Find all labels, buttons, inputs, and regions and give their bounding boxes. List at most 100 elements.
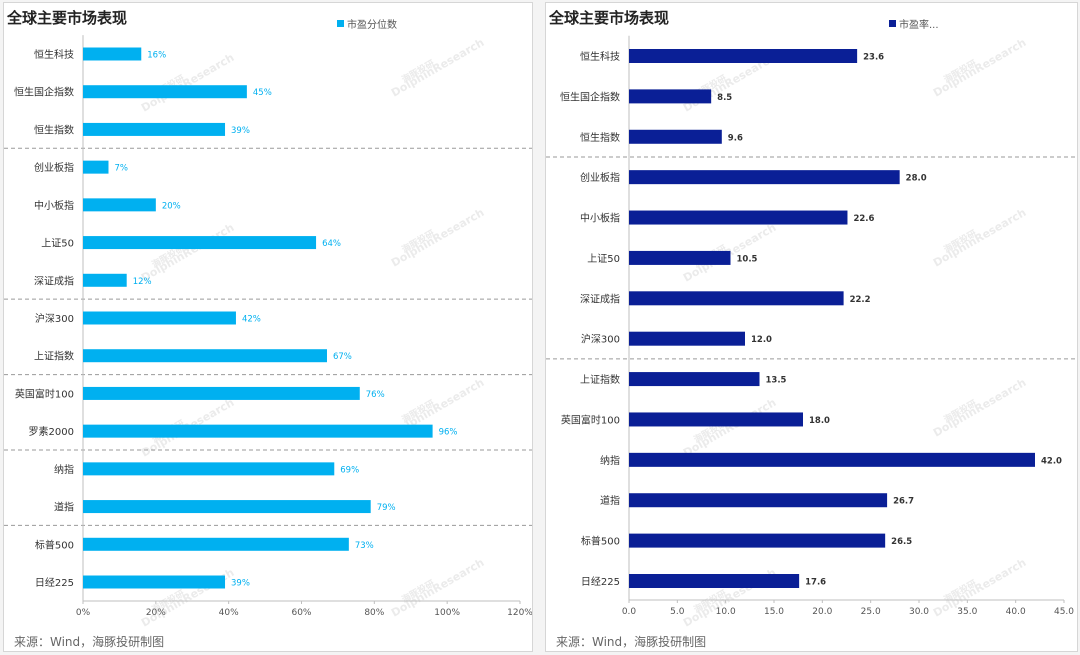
- bar: [629, 372, 760, 387]
- bar: [629, 331, 745, 346]
- category-label: 标普500: [581, 535, 620, 548]
- category-label: 创业板指: [580, 171, 620, 184]
- chart-source-note: 来源：Wind，海豚投研制图: [14, 635, 165, 649]
- x-tick-label: 120%: [507, 608, 533, 618]
- category-label: 恒生国企指数: [14, 86, 74, 99]
- category-label: 恒生科技: [34, 48, 74, 61]
- data-label: 9.6: [728, 133, 743, 143]
- category-label: 英国富时100: [15, 387, 74, 400]
- bar: [629, 493, 888, 508]
- category-label: 日经225: [581, 575, 620, 588]
- category-label: 纳指: [600, 454, 620, 467]
- category-label: 恒生指数: [580, 131, 620, 144]
- right-chart-panel: 全球主要市场表现 市盈率... 海豚投研 DolphinResearch 海豚投研 D…: [545, 2, 1078, 652]
- data-label: 26.7: [893, 497, 914, 507]
- data-label: 12%: [133, 277, 152, 287]
- x-tick-label: 5.0: [670, 607, 685, 617]
- bar: [83, 47, 142, 61]
- category-label: 日经225: [35, 576, 74, 589]
- data-label: 45%: [253, 88, 272, 98]
- x-tick-label: 40.0: [1006, 607, 1026, 617]
- bar: [83, 85, 247, 99]
- left-chart-panel: 全球主要市场表现 市盈分位数 海豚投研DolphinResearch海豚投研Do…: [3, 2, 533, 652]
- x-tick-label: 35.0: [957, 607, 977, 617]
- bar: [83, 122, 226, 136]
- data-label: 79%: [377, 503, 396, 513]
- bar: [629, 170, 900, 185]
- category-label: 恒生科技: [580, 50, 620, 63]
- x-tick-label: 45.0: [1054, 607, 1074, 617]
- data-label: 7%: [114, 164, 128, 174]
- chart-title: 全球主要市场表现: [7, 9, 128, 27]
- data-label: 17.6: [805, 578, 826, 588]
- data-label: 73%: [355, 541, 374, 551]
- data-label: 12.0: [751, 335, 772, 345]
- data-label: 26.5: [891, 537, 912, 547]
- data-label: 96%: [439, 428, 458, 438]
- category-label: 上证指数: [34, 350, 74, 363]
- chart-legend: 市盈率...: [889, 16, 939, 31]
- bar: [83, 424, 433, 438]
- x-tick-label: 20.0: [812, 607, 832, 617]
- category-label: 英国富时100: [561, 413, 620, 426]
- data-label: 8.5: [717, 93, 732, 103]
- bar: [629, 291, 844, 306]
- category-label: 沪深300: [581, 333, 620, 346]
- x-tick-label: 60%: [291, 608, 311, 618]
- bar: [83, 462, 335, 476]
- chart-title: 全球主要市场表现: [549, 9, 670, 27]
- data-label: 22.2: [850, 295, 871, 305]
- bar: [629, 129, 722, 144]
- bar: [83, 500, 371, 514]
- watermark-text: DolphinResearch: [931, 206, 1028, 270]
- category-label: 深证成指: [580, 292, 620, 305]
- watermark-text: DolphinResearch: [139, 221, 236, 285]
- category-label: 恒生指数: [34, 123, 74, 136]
- x-tick-label: 20%: [146, 608, 166, 618]
- bar: [629, 89, 712, 104]
- x-tick-label: 10.0: [716, 607, 736, 617]
- watermark-text: DolphinResearch: [389, 206, 486, 270]
- bar: [83, 386, 360, 400]
- data-label: 16%: [147, 51, 166, 61]
- x-tick-label: 40%: [219, 608, 239, 618]
- category-label: 纳指: [54, 463, 74, 476]
- data-label: 20%: [162, 201, 181, 211]
- category-label: 沪深300: [35, 312, 74, 325]
- legend-swatch: [889, 20, 896, 27]
- x-tick-label: 0%: [76, 608, 91, 618]
- bar: [629, 574, 800, 588]
- bar-chart-pe-percentile: 海豚投研DolphinResearch海豚投研DolphinResearch海豚…: [4, 35, 533, 630]
- category-label: 创业板指: [34, 161, 74, 174]
- x-tick-label: 80%: [364, 608, 384, 618]
- data-label: 23.6: [863, 53, 884, 63]
- bar: [83, 575, 226, 589]
- legend-label: 市盈分位数: [347, 20, 397, 31]
- category-label: 上证指数: [580, 373, 620, 386]
- category-label: 中小板指: [34, 199, 74, 212]
- bar: [629, 210, 848, 225]
- watermark-text: DolphinResearch: [931, 36, 1028, 100]
- data-label: 13.5: [766, 376, 787, 386]
- data-label: 42%: [242, 315, 261, 325]
- data-label: 67%: [333, 352, 352, 362]
- category-label: 上证50: [587, 253, 620, 265]
- data-label: 10.5: [737, 254, 758, 264]
- watermark-text: DolphinResearch: [389, 36, 486, 100]
- chart-legend: 市盈分位数: [337, 16, 397, 31]
- bar: [629, 250, 731, 265]
- chart-source-note: 来源：Wind，海豚投研制图: [556, 635, 707, 649]
- x-tick-label: 100%: [434, 608, 460, 618]
- legend-swatch: [337, 20, 344, 27]
- data-label: 64%: [322, 239, 341, 249]
- bar: [629, 533, 886, 548]
- category-label: 中小板指: [580, 212, 620, 225]
- bar: [83, 311, 236, 325]
- watermark-text: DolphinResearch: [139, 566, 236, 630]
- bar: [83, 349, 327, 363]
- category-label: 深证成指: [34, 274, 74, 287]
- x-tick-label: 15.0: [764, 607, 784, 617]
- category-label: 罗素2000: [29, 425, 74, 438]
- category-label: 道指: [600, 494, 620, 507]
